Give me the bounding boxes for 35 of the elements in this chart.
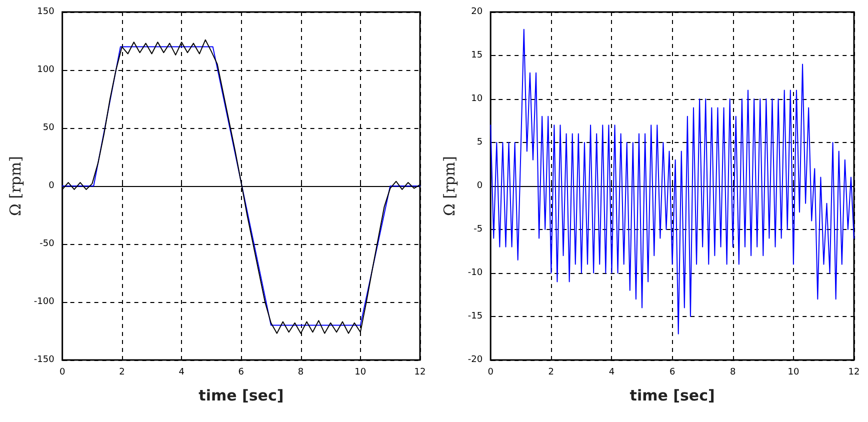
y-tick-label: 5 (476, 138, 483, 148)
y-tick-label: -50 (40, 239, 55, 249)
x-tick-label: 0 (488, 368, 494, 378)
y-tick-label: 50 (42, 123, 55, 133)
y-tick-label: -10 (468, 268, 483, 278)
y-tick-label: 0 (476, 181, 483, 191)
y-tick-label: 0 (48, 181, 55, 191)
y-tick-label: 20 (471, 7, 483, 17)
x-axis-title: time [sec] (198, 386, 284, 404)
y-tick-label: 15 (471, 50, 483, 60)
x-tick-label: 12 (414, 368, 426, 378)
x-tick-label: 12 (848, 368, 860, 378)
y-tick-label: 150 (37, 7, 55, 17)
x-tick-label: 4 (178, 368, 185, 378)
y-tick-label: -15 (468, 312, 483, 322)
y-tick-label: -150 (34, 355, 55, 365)
y-tick-label: 100 (37, 65, 55, 75)
x-tick-label: 10 (788, 368, 800, 378)
x-tick-label: 2 (119, 368, 125, 378)
x-tick-label: 2 (548, 368, 554, 378)
y-tick-label: -5 (474, 224, 483, 234)
x-tick-label: 10 (354, 368, 366, 378)
line-series (490, 28, 854, 334)
x-tick-label: 8 (298, 368, 304, 378)
x-tick-label: 6 (238, 368, 244, 378)
x-tick-label: 0 (59, 368, 66, 378)
y-axis-title: Ω [rpm] (440, 156, 458, 216)
y-tick-label: -20 (468, 355, 483, 365)
y-axis-title: Ω [rpm] (6, 156, 24, 216)
x-tick-label: 8 (730, 368, 736, 378)
x-tick-label: 6 (669, 368, 676, 378)
x-tick-label: 4 (608, 368, 615, 378)
x-axis-title: time [sec] (630, 386, 715, 404)
y-tick-label: 10 (471, 94, 483, 104)
y-tick-label: -100 (34, 297, 55, 307)
